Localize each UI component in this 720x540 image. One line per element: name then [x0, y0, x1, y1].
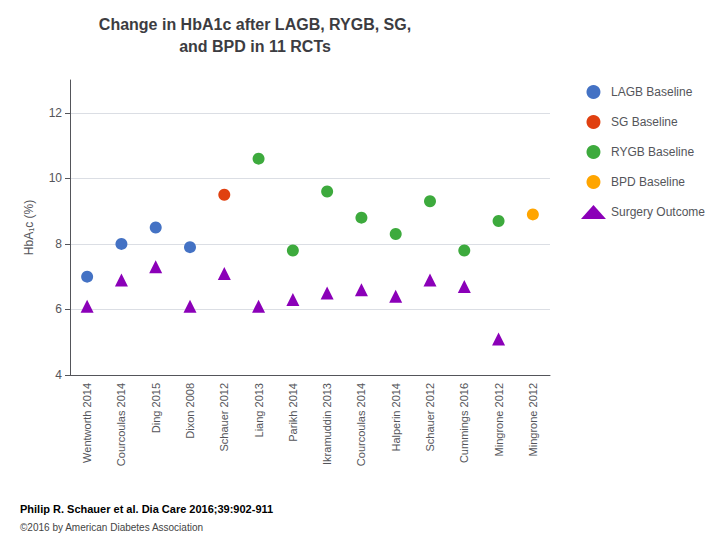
svg-text:Parikh 2014: Parikh 2014 — [287, 383, 299, 442]
svg-text:Ikramuddin 2013: Ikramuddin 2013 — [321, 383, 333, 465]
svg-text:BPD Baseline: BPD Baseline — [611, 175, 685, 189]
svg-text:Courcoulas 2014: Courcoulas 2014 — [355, 383, 367, 466]
svg-text:Courcoulas 2014: Courcoulas 2014 — [115, 383, 127, 466]
svg-text:©2016 by American Diabetes Ass: ©2016 by American Diabetes Association — [20, 522, 203, 533]
svg-text:Schauer 2012: Schauer 2012 — [218, 383, 230, 452]
svg-text:Surgery Outcome: Surgery Outcome — [611, 205, 705, 219]
svg-text:SG Baseline: SG Baseline — [611, 115, 678, 129]
svg-text:HbA₁c (%): HbA₁c (%) — [22, 200, 36, 255]
svg-text:Change in HbA1c after LAGB, RY: Change in HbA1c after LAGB, RYGB, SG, — [99, 16, 411, 33]
svg-text:Mingrone 2012: Mingrone 2012 — [527, 383, 539, 456]
svg-text:RYGB Baseline: RYGB Baseline — [611, 145, 694, 159]
svg-text:10: 10 — [49, 171, 63, 185]
svg-text:Schauer 2012: Schauer 2012 — [424, 383, 436, 452]
svg-text:Liang 2013: Liang 2013 — [253, 383, 265, 437]
svg-text:6: 6 — [55, 302, 62, 316]
svg-text:4: 4 — [55, 368, 62, 382]
svg-text:Dixon 2008: Dixon 2008 — [184, 383, 196, 439]
svg-text:Mingrone 2012: Mingrone 2012 — [493, 383, 505, 456]
svg-text:8: 8 — [55, 237, 62, 251]
svg-text:Halperin 2014: Halperin 2014 — [390, 383, 402, 452]
svg-text:12: 12 — [49, 106, 63, 120]
svg-text:Philip R. Schauer et al. Dia C: Philip R. Schauer et al. Dia Care 2016;3… — [20, 503, 273, 515]
svg-text:LAGB Baseline: LAGB Baseline — [611, 85, 693, 99]
svg-text:Wentworth 2014: Wentworth 2014 — [81, 383, 93, 463]
svg-text:and BPD in 11 RCTs: and BPD in 11 RCTs — [179, 38, 331, 55]
svg-text:Ding 2015: Ding 2015 — [150, 383, 162, 433]
svg-text:Cummings 2016: Cummings 2016 — [458, 383, 470, 463]
